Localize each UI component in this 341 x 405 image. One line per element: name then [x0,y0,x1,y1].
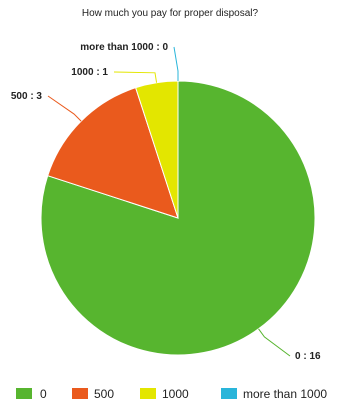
leader-line-1000 [113,71,158,83]
leader-line-more-than-1000 [173,46,179,81]
leader-line-0 [258,328,291,357]
legend-swatch-0 [16,388,32,399]
legend-swatch-1000 [140,388,156,399]
leader-line-500 [47,95,82,122]
legend-label-1000: 1000 [162,387,189,401]
legend-label-500: 500 [94,387,114,401]
chart-title: How much you pay for proper disposal? [82,8,259,19]
slice-label-500: 500 : 3 [11,91,43,102]
slice-label-more-than-1000: more than 1000 : 0 [80,42,168,53]
slice-label-0: 0 : 16 [295,351,321,362]
legend-swatch-500 [72,388,88,399]
legend-swatch-more-than-1000 [221,388,237,399]
legend: 0 500 1000 more than 1000 [16,387,327,401]
slice-label-1000: 1000 : 1 [71,67,108,78]
pie-slices [40,80,316,356]
legend-label-0: 0 [40,387,47,401]
slice-500 [47,87,179,219]
slice-labels: 0 : 16 500 : 3 1000 : 1 more than 1000 : 0 [11,42,321,362]
slice-leader-lines [47,46,291,357]
legend-label-more-than-1000: more than 1000 [243,387,327,401]
